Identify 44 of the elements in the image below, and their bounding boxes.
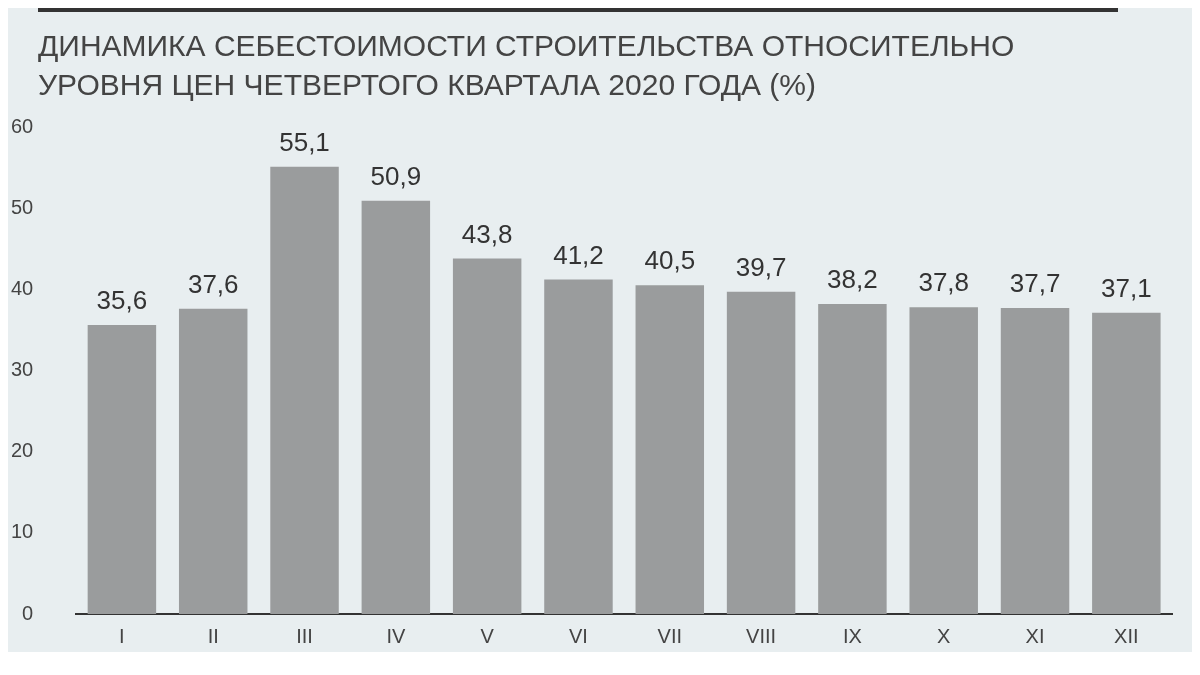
data-label: 40,5 bbox=[644, 245, 696, 276]
x-tick-label: I bbox=[119, 624, 125, 647]
bar bbox=[452, 258, 522, 614]
bar bbox=[361, 200, 431, 614]
data-label: 37,1 bbox=[1101, 273, 1152, 304]
bar bbox=[1000, 308, 1070, 614]
data-label: 37,7 bbox=[1009, 268, 1061, 299]
bar bbox=[726, 291, 796, 614]
x-tick-label: IX bbox=[842, 624, 862, 647]
bar bbox=[87, 325, 157, 614]
y-tick-label: 10 bbox=[11, 520, 34, 543]
y-tick-label: 50 bbox=[11, 195, 34, 218]
y-tick-label: 30 bbox=[11, 358, 34, 381]
data-label: 37,8 bbox=[918, 267, 970, 298]
bar bbox=[909, 307, 978, 614]
y-tick-label: 60 bbox=[11, 114, 34, 137]
x-tick-label: VI bbox=[569, 624, 588, 647]
x-tick-label: XII bbox=[1114, 624, 1139, 647]
data-label: 38,2 bbox=[827, 264, 878, 295]
bar bbox=[544, 279, 613, 614]
bar bbox=[818, 303, 887, 614]
bar bbox=[178, 308, 248, 614]
x-tick-label: III bbox=[296, 624, 313, 647]
data-label: 55,1 bbox=[279, 126, 330, 157]
x-tick-label: IV bbox=[386, 624, 406, 647]
x-tick-label: VII bbox=[657, 624, 683, 647]
data-label: 39,7 bbox=[735, 251, 787, 282]
data-label: 50,9 bbox=[370, 161, 422, 192]
chart-title: ДИНАМИКА СЕБЕСТОИМОСТИ СТРОИТЕЛЬСТВА ОТНОСИТЕЛЬНО УРОВНЯ ЦЕН ЧЕТВЕРТОГО КВАРТАЛА 2020 ГОДА (%) bbox=[38, 8, 1118, 112]
bar bbox=[270, 166, 339, 614]
data-label: 37,6 bbox=[187, 268, 239, 299]
bar bbox=[1092, 312, 1161, 614]
x-tick-label: V bbox=[480, 624, 495, 647]
y-tick-label: 0 bbox=[22, 601, 34, 624]
y-tick-label: 20 bbox=[11, 439, 34, 462]
data-label: 43,8 bbox=[461, 218, 513, 249]
data-label: 41,2 bbox=[553, 239, 604, 270]
x-tick-label: II bbox=[207, 624, 219, 647]
x-tick-label: XI bbox=[1025, 624, 1045, 647]
y-tick-label: 40 bbox=[11, 276, 34, 299]
x-tick-label: VIII bbox=[746, 624, 777, 647]
x-tick-label: X bbox=[937, 624, 951, 647]
bar bbox=[635, 285, 705, 614]
data-label: 35,6 bbox=[96, 285, 148, 316]
